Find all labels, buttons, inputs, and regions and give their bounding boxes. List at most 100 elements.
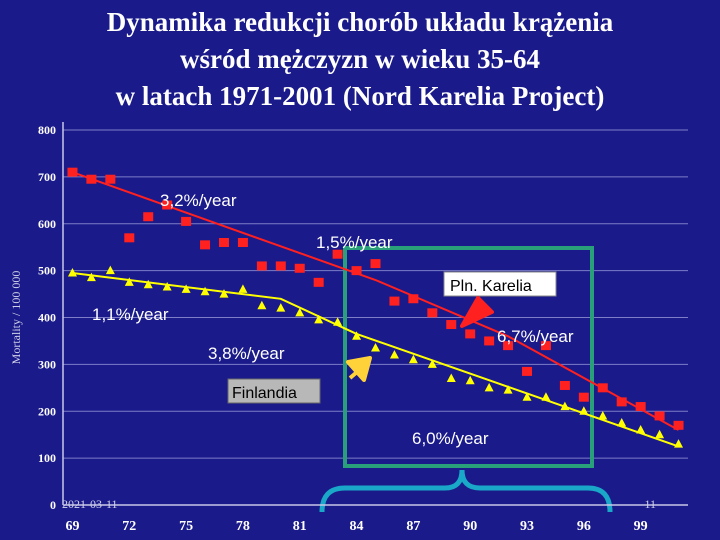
finland-point (541, 392, 551, 401)
title-banner (0, 0, 720, 120)
finland-point (200, 286, 210, 296)
karelia-point (218, 238, 229, 247)
karelia-point (673, 420, 684, 430)
karelia-point (105, 174, 116, 184)
title-line-2: wśród mężczyzn w wieku 35-64 (180, 44, 540, 74)
x-tick-label: 90 (463, 519, 477, 534)
karelia-point (654, 411, 665, 421)
karelia-point (275, 261, 286, 271)
karelia-label-box (443, 271, 557, 297)
finland-point (86, 272, 96, 282)
karelia-point (200, 240, 211, 250)
finland-label-box (227, 378, 321, 404)
karelia-label: Pln. Karelia (450, 278, 532, 295)
karelia-point (616, 397, 627, 407)
finland-point (219, 289, 229, 298)
y-tick-label: 700 (38, 170, 56, 184)
karelia-trend-line (72, 171, 679, 431)
finland-point (105, 265, 115, 275)
y-axis-label: Mortality / 100 000 (9, 271, 23, 365)
karelia-point (635, 402, 646, 412)
x-tick-label: 69 (65, 519, 79, 534)
finland-arrow (346, 356, 372, 382)
finland-point (67, 267, 77, 277)
y-tick-label: 800 (38, 123, 56, 137)
finland-point (181, 284, 191, 293)
finland-point (655, 429, 665, 439)
x-tick-label: 81 (293, 519, 307, 534)
karelia-point (313, 277, 324, 287)
y-tick-label: 500 (38, 264, 56, 278)
finland-point (446, 373, 456, 382)
x-tick-label: 99 (634, 519, 648, 534)
rate-annotation: 1,5%/year (316, 233, 393, 252)
karelia-point (578, 392, 589, 402)
bracket (319, 469, 613, 513)
karelia-point (124, 233, 135, 243)
finland-point (162, 282, 172, 291)
y-tick-label: 100 (38, 451, 56, 465)
finland-point (257, 300, 267, 310)
footer-date: 2021-03-11 (62, 497, 118, 511)
finland-point (124, 277, 134, 286)
finland-point (522, 392, 532, 401)
highlight-box (343, 246, 594, 468)
finland-point (579, 406, 589, 415)
y-tick-label: 0 (50, 498, 56, 512)
finland-label: Finlandia (232, 385, 297, 402)
finland-point (333, 317, 343, 326)
karelia-point (427, 308, 438, 318)
karelia-point (256, 261, 267, 271)
karelia-point (351, 266, 362, 276)
x-tick-label: 78 (236, 519, 250, 534)
karelia-point (332, 249, 343, 259)
finland-point (143, 279, 153, 289)
finland-point (238, 284, 248, 293)
karelia-point (143, 212, 154, 222)
x-tick-label: 75 (179, 519, 193, 534)
finland-point (352, 331, 362, 340)
footer: 2021-03-11 11 (62, 497, 656, 511)
highlight-layer (319, 246, 613, 513)
title-line-1: Dynamika redukcji chorób układu krążenia (106, 7, 614, 37)
finland-point (560, 401, 570, 411)
karelia-point (237, 238, 248, 247)
karelia-point (181, 216, 192, 226)
grid (63, 129, 688, 506)
x-tick-label: 72 (122, 519, 136, 534)
rate-annotation: 6,7%/year (497, 327, 574, 346)
x-tick-label: 96 (577, 519, 591, 534)
x-tick-label: 87 (406, 519, 420, 534)
axes: 0 100 200 300 400 500 600 700 800 69 72 75 78 81 84 87 9… (9, 122, 688, 534)
rate-annotation: 1,1%/year (92, 305, 169, 324)
karelia-point (294, 263, 305, 273)
karelia-arrow (460, 296, 494, 328)
rate-annotation: 3,8%/year (208, 344, 285, 363)
finland-point (314, 314, 324, 324)
finland-point (389, 350, 399, 359)
karelia-point (540, 341, 551, 351)
finland-point (408, 354, 418, 364)
y-tick-label: 400 (38, 311, 56, 325)
finland-point (674, 439, 684, 448)
karelia-point (559, 380, 570, 390)
finland-point (636, 425, 646, 434)
finland-point (371, 342, 380, 352)
finland-point (484, 382, 494, 392)
x-tick-label: 84 (350, 519, 364, 534)
karelia-point (408, 294, 419, 304)
finland-point (427, 359, 437, 368)
rate-annotation: 6,0%/year (412, 429, 489, 448)
annotations: 3,2%/year 1,5%/year 1,1%/year 3,8%/year 6,7%… (92, 191, 574, 448)
rate-annotation: 3,2%/year (160, 191, 237, 210)
karelia-point (446, 320, 457, 330)
karelia-point (522, 366, 533, 376)
finland-point (295, 307, 305, 317)
karelia-point (67, 167, 78, 177)
finland-point (503, 385, 513, 394)
data-points (67, 167, 684, 448)
karelia-point (86, 174, 97, 184)
karelia-point (389, 296, 400, 306)
x-tick-label: 93 (520, 519, 534, 534)
